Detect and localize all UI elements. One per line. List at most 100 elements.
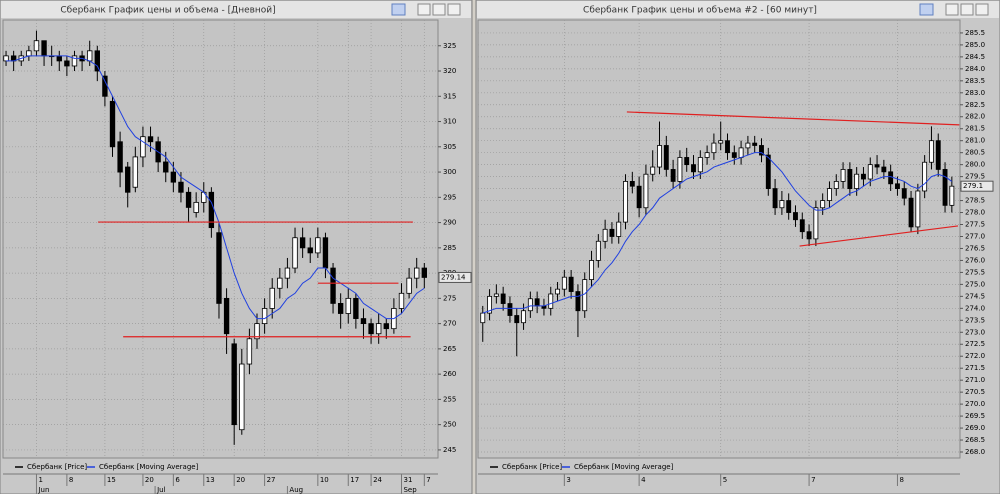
candle-body xyxy=(609,228,615,237)
y-tick-label: 260 xyxy=(443,370,456,378)
x-tick-label: Jun xyxy=(37,486,49,494)
candle-body xyxy=(650,166,656,175)
candle-body xyxy=(820,200,826,209)
y-tick-label: 320 xyxy=(443,67,456,75)
candle-body xyxy=(881,166,887,173)
y-tick-label: 250 xyxy=(443,421,456,429)
trend-line xyxy=(626,111,960,126)
y-tick-label: 268.0 xyxy=(965,448,985,456)
x-tick-label: Jul xyxy=(156,486,166,494)
candle-body xyxy=(765,154,771,189)
candle-body xyxy=(337,303,344,314)
y-tick-label: 290 xyxy=(443,219,456,227)
y-tick-label: 277.0 xyxy=(965,232,985,240)
y-tick-label: 272.0 xyxy=(965,352,985,360)
y-tick-label: 271.0 xyxy=(965,376,985,384)
candle-body xyxy=(102,75,108,97)
candle-body xyxy=(284,267,291,279)
y-tick-label: 268.5 xyxy=(965,436,985,444)
candle-body xyxy=(71,55,78,67)
minimize-button[interactable] xyxy=(417,3,431,16)
candle-body xyxy=(147,136,154,143)
candle-body xyxy=(507,303,513,316)
candle-body xyxy=(595,240,601,261)
candle-body xyxy=(697,157,703,173)
candle-body xyxy=(718,140,724,144)
candle-body xyxy=(854,173,860,189)
candle-body xyxy=(915,190,921,228)
candle-body xyxy=(87,50,93,62)
y-tick-label: 282.5 xyxy=(965,101,985,109)
y-tick-label: 283.0 xyxy=(965,89,985,97)
candle-body xyxy=(208,191,215,229)
candle-body xyxy=(261,308,268,325)
close-button[interactable] xyxy=(975,3,989,16)
maximize-button[interactable] xyxy=(960,3,974,16)
y-tick-label: 269.0 xyxy=(965,424,985,432)
x-tick-label: 31 xyxy=(403,476,412,484)
y-tick-label: 281.0 xyxy=(965,137,985,145)
candle-body xyxy=(26,50,32,57)
maximize-button[interactable] xyxy=(432,3,446,16)
y-tick-label: 276.0 xyxy=(965,256,985,264)
y-tick-label: 278.0 xyxy=(965,209,985,217)
window-title: Сбербанк График цены и объема #2 - [60 м… xyxy=(583,6,817,16)
candle-body xyxy=(568,276,574,292)
candle-body xyxy=(421,267,427,278)
pin-button[interactable] xyxy=(919,3,934,16)
y-tick-label: 284.0 xyxy=(965,65,985,73)
y-tick-label: 272.5 xyxy=(965,340,985,348)
window-title: Сбербанк График цены и объема - [Дневной… xyxy=(60,6,275,16)
candle-body xyxy=(847,169,853,189)
candle-body xyxy=(643,173,649,209)
x-tick-label: 8 xyxy=(69,476,73,484)
y-tick-label: 274.0 xyxy=(965,304,985,312)
candle-body xyxy=(246,338,253,365)
candle-body xyxy=(514,315,520,324)
trend-line xyxy=(799,225,959,247)
y-tick-label: 279.5 xyxy=(965,173,985,181)
pin-button[interactable] xyxy=(391,3,406,16)
candle-body xyxy=(833,181,839,189)
candle-body xyxy=(269,287,275,309)
y-tick-label: 325 xyxy=(443,42,456,50)
candle-body xyxy=(521,310,526,324)
x-tick-label: 4 xyxy=(641,476,646,484)
candle-body xyxy=(779,200,785,209)
candle-body xyxy=(56,55,62,62)
x-tick-label: 6 xyxy=(175,476,180,484)
candle-body xyxy=(657,145,662,168)
x-tick-label: 15 xyxy=(107,476,116,484)
candle-body xyxy=(353,297,359,319)
x-tick-label: 13 xyxy=(206,476,215,484)
y-tick-label: 269.5 xyxy=(965,412,985,420)
minimize-button[interactable] xyxy=(945,3,959,16)
candle-body xyxy=(935,140,941,170)
candle-body xyxy=(691,164,696,173)
candle-body xyxy=(398,292,405,309)
candle-body xyxy=(178,181,184,193)
candle-body xyxy=(772,188,778,209)
candle-body xyxy=(799,219,805,233)
y-tick-label: 285.0 xyxy=(965,41,985,49)
candle-body xyxy=(193,201,199,213)
y-tick-label: 310 xyxy=(443,118,456,126)
y-tick-label: 282.0 xyxy=(965,113,985,121)
y-tick-label: 270.5 xyxy=(965,388,985,396)
candle-body xyxy=(132,156,139,188)
x-tick-label: Sep xyxy=(403,486,417,494)
y-tick-label: 305 xyxy=(443,143,456,151)
close-button[interactable] xyxy=(447,3,461,16)
candle-body xyxy=(575,291,581,312)
y-tick-label: 270.0 xyxy=(965,400,985,408)
y-tick-label: 285 xyxy=(443,244,456,252)
candle-body xyxy=(231,343,237,426)
candle-body xyxy=(670,169,676,182)
y-tick-label: 255 xyxy=(443,395,456,403)
candle-body xyxy=(582,279,588,312)
y-tick-label: 295 xyxy=(443,193,456,201)
candle-body xyxy=(629,181,635,187)
candle-body xyxy=(368,323,374,335)
candle-body xyxy=(867,164,873,180)
candle-body xyxy=(216,232,222,304)
